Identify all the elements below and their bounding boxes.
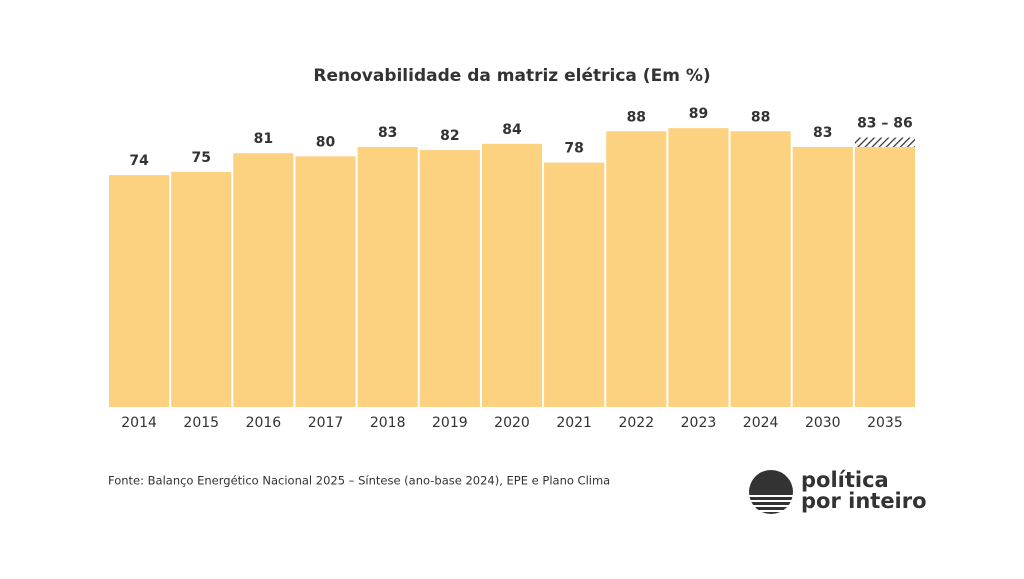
x-tick-label: 2014 [121,415,157,431]
source-note: Fonte: Balanço Energético Nacional 2025 … [108,474,610,488]
value-label: 83 [813,125,832,141]
x-tick-label: 2015 [183,415,219,431]
value-label: 83 [378,125,397,141]
bar [419,150,480,408]
bar [854,146,915,407]
bar [606,131,667,407]
value-label: 78 [564,141,583,157]
x-tick-label: 2020 [494,415,530,431]
bar [357,146,418,407]
logo-icon [749,470,793,514]
x-tick-label: 2016 [246,415,282,431]
value-label: 82 [440,128,459,144]
x-tick-label: 2030 [805,415,841,431]
bar [792,146,853,407]
range-band [854,137,915,147]
bar [730,131,791,407]
bar [481,143,543,408]
x-tick-label: 2017 [308,415,344,431]
bar [668,128,729,407]
value-label: 83 – 86 [857,116,913,132]
bar [544,162,605,407]
chart-title: Renovabilidade da matriz elétrica (Em %) [313,66,710,86]
logo: política por inteiro [748,468,927,514]
bar [233,153,294,407]
value-label: 80 [316,134,336,150]
x-tick-label: 2018 [370,415,406,431]
x-tick-label: 2023 [681,415,717,431]
x-tick-label: 2024 [743,415,779,431]
value-label: 88 [627,109,646,125]
bar [109,175,170,407]
bar [295,156,356,407]
x-tick-label: 2022 [618,415,654,431]
value-label: 84 [502,122,522,138]
x-tick-label: 2021 [556,415,592,431]
logo-text: política [801,468,889,492]
value-label: 89 [689,106,708,122]
logo-stripes [748,495,794,512]
bar [171,172,232,407]
value-label: 75 [191,150,210,166]
value-label: 81 [254,131,273,147]
value-label: 88 [751,109,770,125]
logo-text: por inteiro [801,489,927,513]
x-tick-label: 2019 [432,415,468,431]
x-tick-label: 2035 [867,415,903,431]
value-label: 74 [129,153,149,169]
